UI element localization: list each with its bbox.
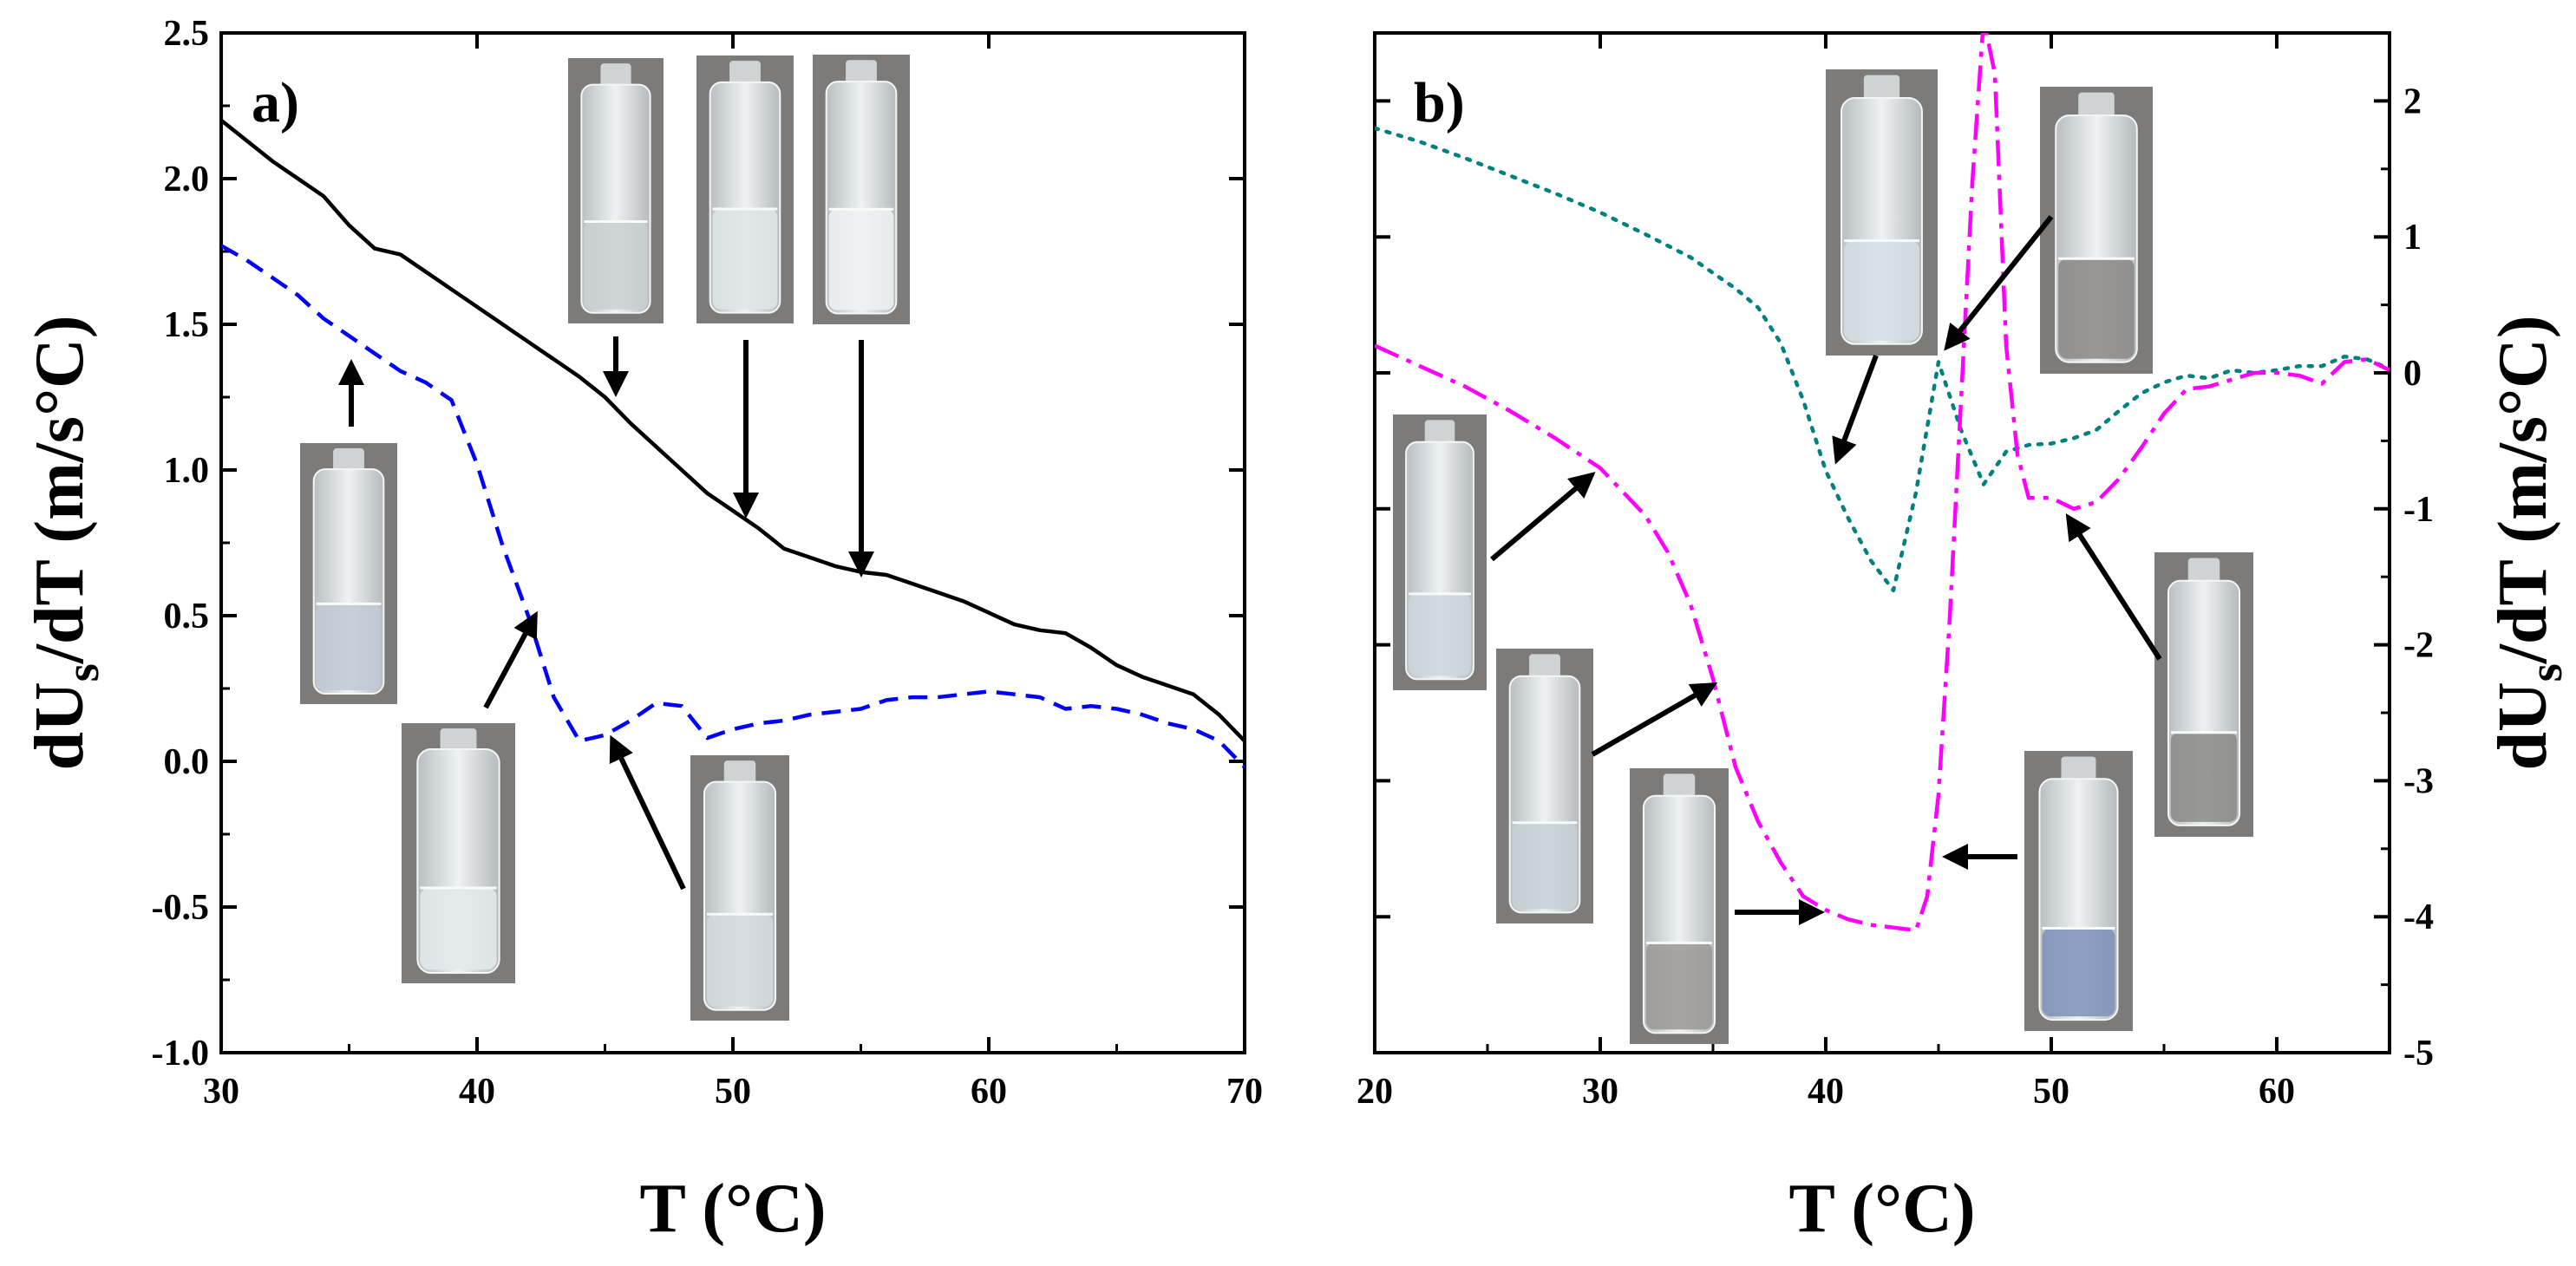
panel-a-ticks: 30 40 50 60 70 -1.0 -0.5 0.0 0.5 1.0 1.5 2.0 2.5 (152, 14, 1264, 1112)
panel-a-xtick-label: 60 (971, 1072, 1007, 1112)
panel-b-series (1375, 33, 2390, 933)
panel-a-ytick-label: 0.5 (164, 597, 210, 636)
panel-b-label: b) (1414, 71, 1465, 134)
panel-a-xlabel: T (°C) (640, 1171, 827, 1247)
panel-b-ytick-label: -1 (2403, 490, 2434, 530)
panel-b-ytick-label: 0 (2403, 354, 2422, 394)
panel-b-xlabel: T (°C) (1789, 1171, 1976, 1247)
panel-a-label: a) (252, 71, 299, 134)
panel-a: 30 40 50 60 70-1.0-0.50.00.51.01.52.02.5 a) … (22, 14, 1263, 1247)
panel-b-ytick-label: 2 (2403, 82, 2422, 121)
panel-a-ytick-label: -0.5 (152, 888, 210, 928)
panel-b-ytick-label: -2 (2403, 626, 2434, 666)
panel-b-xtick-label: 30 (1582, 1072, 1618, 1112)
panel-b-xtick-label: 40 (1808, 1072, 1844, 1112)
panel-b-ytick-label: -4 (2403, 897, 2434, 937)
panel-a-ytick-label: 0.0 (164, 742, 210, 782)
vial-photo (813, 55, 910, 324)
vial-photo (300, 443, 397, 704)
vial-photo (1393, 414, 1487, 690)
vial-photo (568, 58, 664, 323)
panel-b: 20 30 40 50 60 -5 -4 -3 -2 -1 0 1 2 b) T (°C) dUs/dT… (1357, 31, 2572, 1247)
annotation-arrow (1591, 682, 1718, 757)
panel-b-xtick-label: 60 (2259, 1072, 2295, 1112)
panel-a-xtick-label: 50 (715, 1072, 751, 1112)
panel-a-ytick-label: 2.0 (164, 160, 210, 199)
annotation-arrow (1944, 215, 2054, 351)
panel-a-ylabel: dUs/dT (m/s°C) (22, 316, 108, 771)
panel-b-ticks: 20 30 40 50 60 -5 -4 -3 -2 -1 0 1 2 (1357, 31, 2434, 1112)
panel-a-xtick-label: 70 (1226, 1072, 1263, 1112)
annotation-arrow (609, 734, 686, 891)
annotation-arrow (2065, 512, 2162, 661)
panel-b-ytick-label: -3 (2403, 761, 2434, 801)
panel-b-ytick-label: -5 (2403, 1034, 2434, 1073)
panel-a-xtick-label: 40 (459, 1072, 495, 1112)
annotation-arrow (1832, 354, 1879, 465)
vial-photos (300, 55, 2253, 1044)
vial-photo (2040, 87, 2153, 374)
annotation-arrows (338, 215, 2162, 925)
vial-photo (1826, 69, 1938, 356)
panel-a-ytick-label: 1.0 (164, 451, 210, 491)
panel-a-ytick-label: 1.5 (164, 305, 210, 345)
panel-b-ytick-label: 1 (2403, 218, 2422, 258)
annotation-arrow (483, 610, 538, 709)
panel-b-frame (1373, 31, 2391, 1054)
vial-photo (690, 755, 789, 1021)
vial-photo (2154, 552, 2253, 837)
annotation-arrow (1490, 472, 1596, 562)
vial-photo (1630, 768, 1729, 1044)
vial-photo (402, 723, 515, 983)
vial-photo (1496, 649, 1593, 923)
panel-a-ytick-label: -1.0 (152, 1034, 210, 1073)
panel-a-xtick-label: 30 (203, 1072, 239, 1112)
panel-b-xtick-label: 20 (1357, 1072, 1393, 1112)
vial-photo (696, 55, 794, 323)
panel-a-ytick-label: 2.5 (164, 14, 210, 54)
vial-photo (2024, 751, 2133, 1031)
panel-b-xtick-label: 50 (2033, 1072, 2069, 1112)
panel-a-series-dashed (221, 244, 1245, 769)
panel-b-ylabel: dUs/dT (m/s°C) (2485, 316, 2572, 771)
